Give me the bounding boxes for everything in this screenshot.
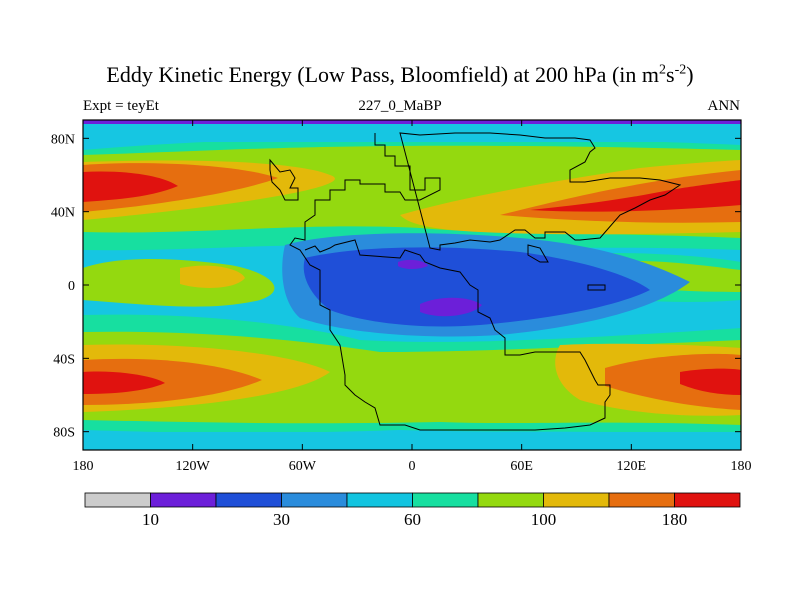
contour-purple-small bbox=[398, 259, 428, 269]
contour-north-polar bbox=[83, 120, 741, 142]
chart-title: Eddy Kinetic Energy (Low Pass, Bloomfiel… bbox=[0, 62, 800, 88]
contour-south-red-east bbox=[680, 368, 741, 395]
colorbar-swatch bbox=[674, 492, 741, 508]
x-tick-label: 180 bbox=[73, 459, 94, 474]
colorbar: 10 30 60 100 180 bbox=[84, 492, 741, 529]
colorbar-label: 100 bbox=[531, 510, 557, 529]
y-axis: 80N 40N 0 40S 80S bbox=[51, 132, 741, 441]
colorbar-swatch bbox=[412, 492, 479, 508]
title-sup-2: -2 bbox=[674, 62, 687, 78]
title-prefix: Eddy Kinetic Energy (Low Pass, Bloomfiel… bbox=[106, 62, 659, 87]
run-label: 227_0_MaBP bbox=[358, 98, 442, 114]
contour-purple-core bbox=[420, 297, 482, 317]
x-tick-label: 120E bbox=[617, 459, 647, 474]
colorbar-label: 180 bbox=[662, 510, 688, 529]
colorbar-swatch bbox=[281, 492, 348, 508]
x-tick-label: 120W bbox=[176, 459, 211, 474]
contour-north-red-east bbox=[530, 180, 741, 212]
colorbar-swatch bbox=[215, 492, 282, 508]
colorbar-label: 10 bbox=[142, 510, 159, 529]
colorbar-swatch bbox=[84, 492, 151, 508]
title-sup-1: 2 bbox=[659, 62, 666, 78]
y-tick-label: 80N bbox=[51, 132, 75, 147]
contour-south-orange-west bbox=[83, 358, 262, 405]
experiment-label: Expt = teyEt bbox=[83, 98, 159, 114]
continent-outline bbox=[269, 132, 682, 431]
contour-north-red-west bbox=[83, 171, 178, 202]
colorbar-label: 60 bbox=[404, 510, 421, 529]
contour-south-red-west bbox=[83, 371, 165, 394]
contour-tropical-yellow bbox=[180, 265, 245, 288]
y-tick-label: 40N bbox=[51, 206, 75, 221]
season-label: ANN bbox=[707, 98, 741, 114]
contour-south-polar bbox=[83, 432, 741, 450]
title-suffix: ) bbox=[686, 62, 694, 87]
title-mid: s bbox=[666, 62, 675, 87]
x-tick-label: 60E bbox=[510, 459, 533, 474]
colorbar-label: 30 bbox=[273, 510, 290, 529]
contour-fill-group bbox=[83, 120, 741, 450]
colorbar-swatch bbox=[346, 492, 413, 508]
contour-blue bbox=[303, 247, 650, 327]
x-tick-label: 0 bbox=[409, 459, 416, 474]
colorbar-swatch bbox=[150, 492, 217, 508]
colorbar-swatch bbox=[543, 492, 610, 508]
contour-south-orange-east bbox=[605, 353, 741, 410]
x-axis: 180 120W 60W 0 60E 120E 180 bbox=[73, 120, 752, 474]
colorbar-swatch bbox=[477, 492, 544, 508]
x-tick-label: 60W bbox=[289, 459, 317, 474]
y-tick-label: 80S bbox=[53, 426, 75, 441]
x-tick-label: 180 bbox=[731, 459, 752, 474]
y-tick-label: 0 bbox=[68, 279, 75, 294]
colorbar-swatch bbox=[608, 492, 675, 508]
y-tick-label: 40S bbox=[53, 352, 75, 367]
